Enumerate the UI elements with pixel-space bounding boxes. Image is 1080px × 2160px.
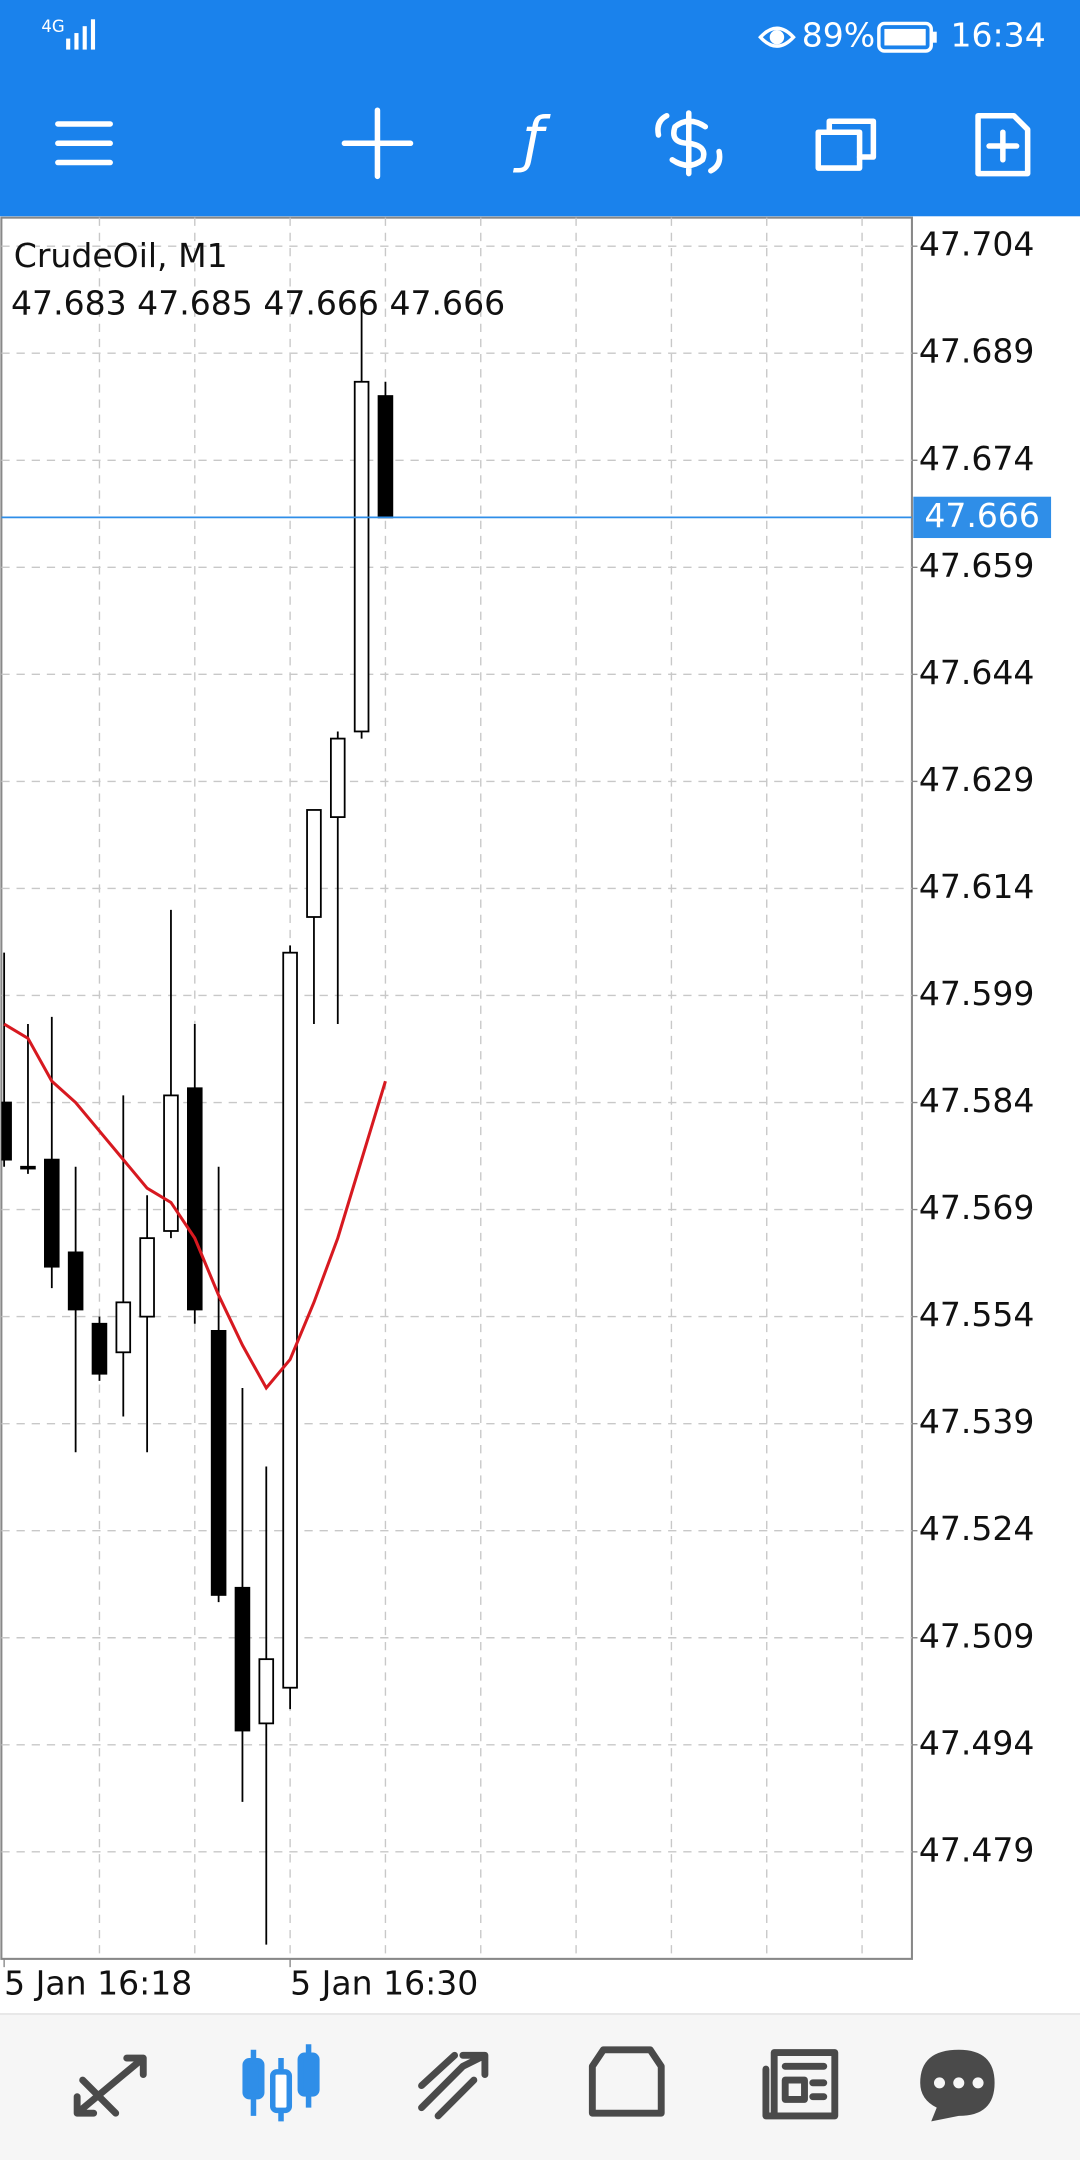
- signal-icon: [66, 19, 96, 50]
- candle-body: [282, 951, 298, 1689]
- y-tick-label: 47.674: [919, 439, 1035, 478]
- clock: 16:34: [951, 16, 1046, 55]
- chart-tab[interactable]: [242, 2044, 320, 2122]
- trade-tab[interactable]: [418, 2051, 489, 2120]
- candle-body: [163, 1094, 179, 1232]
- ohlc-open: 47.683: [11, 283, 127, 322]
- news-tab[interactable]: [762, 2049, 839, 2120]
- windows-button[interactable]: [815, 118, 877, 171]
- eye-icon: [758, 26, 796, 48]
- trade-button[interactable]: [655, 110, 723, 177]
- candle-body: [329, 737, 346, 818]
- candle-body: [234, 1586, 251, 1732]
- y-tick-label: 47.479: [919, 1830, 1035, 1869]
- candle-body: [187, 1087, 203, 1311]
- y-tick-label: 47.554: [919, 1295, 1035, 1334]
- y-tick-label: 47.599: [919, 974, 1035, 1013]
- candle-body: [1, 1101, 12, 1161]
- crosshair-button[interactable]: [341, 107, 414, 180]
- candle-body: [377, 395, 394, 519]
- candle-body: [44, 1158, 60, 1268]
- x-tick-label: 5 Jan 16:18: [4, 1964, 192, 2003]
- menu-button[interactable]: [55, 121, 113, 166]
- y-tick-label: 47.584: [919, 1081, 1035, 1120]
- history-tab[interactable]: [588, 2046, 665, 2117]
- y-tick-label: 47.539: [919, 1402, 1035, 1441]
- candle-body: [115, 1301, 132, 1354]
- axis-layer: 47.704 47.689 47.674 47.659 47.644 47.629 47.6…: [3, 225, 1052, 2003]
- candle-body: [353, 380, 370, 733]
- candle-body: [210, 1329, 227, 1596]
- y-tick-label: 47.494: [919, 1723, 1035, 1762]
- battery-percent: 89%: [802, 16, 875, 55]
- candle-body: [258, 1658, 275, 1725]
- current-price-box: [913, 496, 1052, 539]
- y-tick-label: 47.629: [919, 760, 1035, 799]
- ohlc-close: 47.666: [389, 283, 505, 322]
- plot-area: [0, 216, 913, 1960]
- y-tick-label: 47.569: [919, 1188, 1035, 1227]
- x-tick-label: 5 Jan 16:30: [290, 1964, 478, 2003]
- candle-body: [67, 1251, 84, 1311]
- current-price-label: 47.666: [924, 496, 1040, 535]
- moving-average-line: [3, 1022, 387, 1391]
- y-tick-label: 47.704: [919, 225, 1035, 264]
- battery-icon: [877, 21, 937, 53]
- bottom-nav: [0, 2013, 1080, 2160]
- y-tick-label: 47.644: [919, 653, 1035, 692]
- y-tick-label: 47.509: [919, 1616, 1035, 1655]
- candle-body: [91, 1322, 108, 1375]
- candle-body: [306, 809, 322, 918]
- network-label: 4G: [41, 17, 64, 36]
- quotes-tab[interactable]: [73, 2054, 147, 2117]
- new-order-button[interactable]: [975, 112, 1031, 177]
- y-tick-label: 47.659: [919, 546, 1035, 585]
- y-tick-label: 47.524: [919, 1509, 1035, 1548]
- candle-body: [139, 1237, 155, 1318]
- candle-body: [20, 1165, 36, 1170]
- plot-layer: [1, 245, 912, 1945]
- ohlc-low: 47.666: [263, 283, 379, 322]
- ohlc-readout: 47.683 47.685 47.666 47.666: [11, 283, 505, 322]
- y-tick-label: 47.689: [919, 332, 1035, 371]
- ohlc-high: 47.685: [137, 283, 253, 322]
- chat-tab[interactable]: [920, 2049, 995, 2122]
- y-tick-label: 47.614: [919, 867, 1035, 906]
- chart-title: CrudeOil, M1: [14, 236, 228, 275]
